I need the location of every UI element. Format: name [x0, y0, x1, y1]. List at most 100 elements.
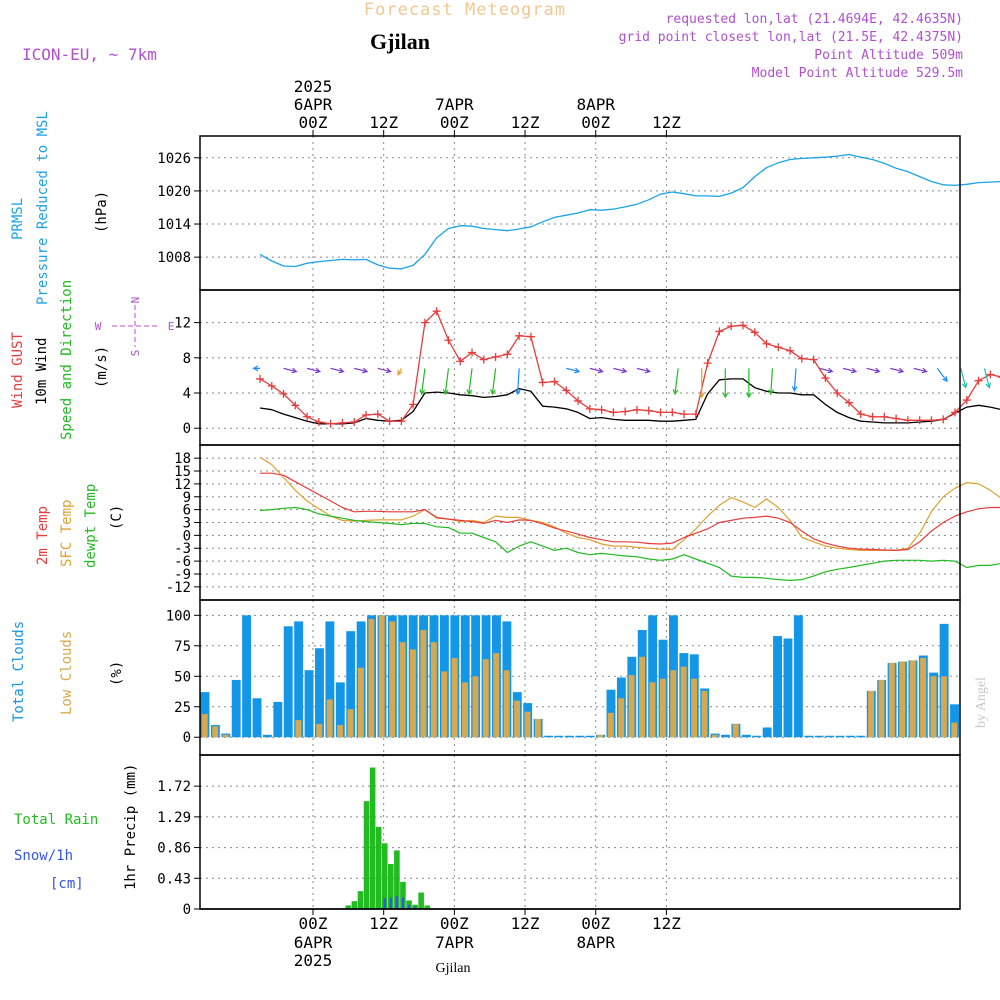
gust-marker — [927, 416, 936, 425]
gust-marker — [562, 386, 571, 395]
wind-arrow — [936, 368, 948, 383]
total-cloud-bar — [325, 621, 335, 738]
wind-arrow — [745, 368, 752, 399]
gust-marker — [998, 376, 1000, 378]
rain-bar — [394, 850, 400, 909]
total-cloud-bar — [283, 626, 293, 738]
gust-marker — [314, 418, 323, 427]
y-tick-label: 6 — [183, 503, 191, 519]
gust-marker — [373, 410, 382, 419]
model-altitude: Model Point Altitude 529.5m — [752, 66, 963, 81]
gust-marker — [397, 417, 406, 426]
wind-arrow — [842, 367, 858, 374]
low-cloud-bar — [628, 675, 635, 738]
time-label-bottom: 6APR — [294, 933, 333, 952]
time-label-bottom: 12Z — [652, 914, 681, 933]
y-tick-label: 1020 — [157, 184, 191, 200]
gust-marker — [750, 328, 759, 337]
y-tick-label: 0 — [183, 528, 191, 544]
time-label-top: 00Z — [440, 113, 469, 132]
y-tick-label: 1008 — [157, 250, 191, 266]
point-altitude: Point Altitude 509m — [814, 48, 963, 63]
low-cloud-bar — [639, 656, 645, 738]
chart-title: Forecast Meteogram — [364, 0, 566, 20]
gust-label: Wind GUST — [10, 332, 26, 408]
low-cloud-bar — [649, 682, 656, 738]
total-cloud-bar — [648, 615, 658, 738]
low-cloud-bar — [420, 629, 427, 738]
gust-marker — [585, 404, 594, 413]
gust-marker — [821, 374, 830, 383]
time-label-top: 12Z — [652, 113, 681, 132]
rain-bar — [363, 801, 370, 909]
total-cloud-bar — [835, 735, 845, 738]
total-cloud-bar — [262, 734, 272, 738]
low-cloud-label: Low Clouds — [59, 631, 75, 715]
gust-marker — [809, 355, 818, 364]
gust-marker — [691, 410, 700, 419]
y-tick-label: 1.72 — [157, 779, 191, 795]
y-tick-label: -3 — [174, 541, 191, 557]
total-cloud-bar — [856, 735, 866, 738]
gust-marker — [974, 376, 983, 385]
precip-labels: Total Rain Snow/1h [cm] 1hr Precip (mm) — [14, 764, 139, 892]
total-cloud-bar — [804, 735, 814, 738]
panel-2: 0 4 8 12 — [174, 290, 960, 445]
grid-point-coords: grid point closest lon,lat (21.5E, 42.43… — [619, 30, 963, 45]
gust-marker — [491, 352, 500, 361]
y-tick-label: 1.29 — [157, 810, 191, 826]
low-cloud-bar — [222, 734, 229, 738]
gust-marker — [868, 412, 877, 421]
low-cloud-bar — [357, 667, 364, 738]
snow-bar — [401, 897, 405, 909]
footer-location: Gjilan — [436, 961, 471, 976]
wind-arrow — [791, 368, 798, 393]
gust-marker — [338, 418, 347, 427]
rain-bar — [369, 767, 376, 909]
gust-marker — [303, 412, 312, 421]
snow-bar — [407, 904, 411, 909]
wind-arrow — [768, 368, 774, 396]
rain-bar — [351, 901, 358, 909]
y-tick-label: 0 — [183, 902, 191, 918]
rain-bar — [400, 881, 406, 909]
model-label: ICON-EU, ~ 7km — [22, 45, 157, 64]
gust-marker — [456, 357, 465, 366]
total-cloud-bar — [585, 735, 595, 738]
panel-frame — [199, 754, 961, 910]
gust-marker — [350, 418, 359, 427]
gust-marker — [786, 346, 795, 355]
gust-marker — [939, 415, 948, 424]
time-label-bottom: 00Z — [440, 914, 469, 933]
wind-arrow — [442, 368, 450, 396]
total-cloud-bar — [793, 615, 803, 738]
low-cloud-bar — [337, 725, 344, 738]
y-tick-label: 8 — [183, 351, 191, 367]
gust-marker — [597, 405, 606, 414]
low-cloud-bar — [326, 699, 333, 738]
total-cloud-bar — [564, 735, 574, 738]
pressure-line — [259, 153, 1000, 270]
total-cloud-bar — [575, 735, 585, 738]
requested-coords: requested lon,lat (21.4694E, 42.4635N) — [666, 12, 963, 27]
total-cloud-bar — [346, 631, 356, 738]
gust-marker — [267, 381, 276, 390]
cloud-unit: (%) — [109, 661, 125, 686]
gust-marker — [385, 417, 394, 426]
y-tick-label: 25 — [174, 700, 191, 716]
gust-marker — [844, 398, 853, 407]
pressure-labels: PRMSL Pressure Reduced to MSL (hPa) — [10, 111, 110, 305]
chart-plot-area: 1008101410201026048121815129630-3-6-9-12… — [157, 77, 1000, 970]
low-cloud-bar — [503, 670, 510, 738]
time-label-bottom: 8APR — [576, 933, 615, 952]
temp-unit: (C) — [109, 505, 125, 530]
total-cloud-bar — [814, 735, 824, 738]
low-cloud-bar — [940, 676, 947, 738]
wind-arrow — [252, 365, 260, 372]
wind-arrow — [890, 367, 905, 374]
wind-arrow — [354, 367, 369, 374]
wind-arrow — [983, 368, 992, 389]
y-tick-label: 50 — [174, 669, 191, 685]
total-cloud-bar — [544, 735, 553, 738]
